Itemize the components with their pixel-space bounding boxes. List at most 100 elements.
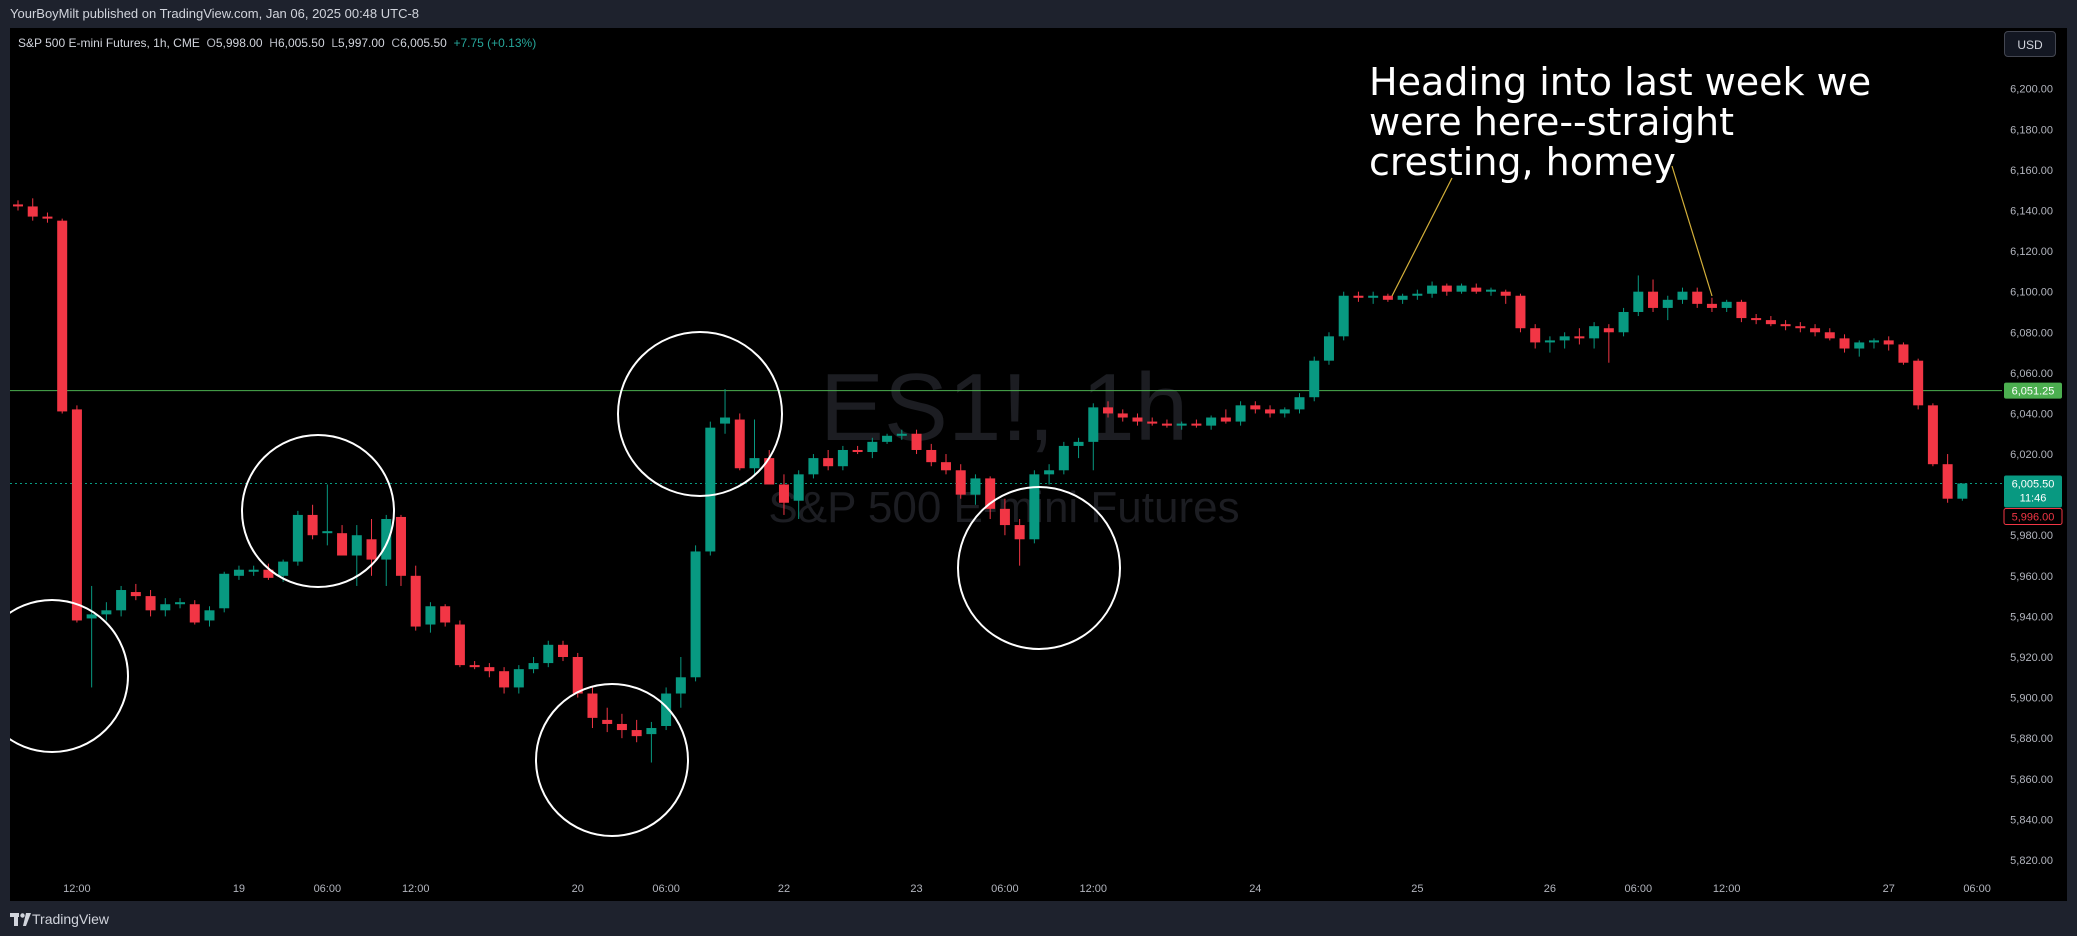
candle-body[interactable] [130, 592, 141, 597]
highlight-circle[interactable] [241, 434, 395, 588]
candle-body[interactable] [1486, 289, 1496, 292]
candle-body[interactable] [926, 449, 937, 463]
candle-body[interactable] [1559, 336, 1570, 341]
candle-body[interactable] [616, 723, 627, 731]
candle-body[interactable] [646, 728, 657, 735]
candle-body[interactable] [896, 433, 907, 436]
highlight-circles[interactable] [10, 331, 1121, 837]
candle-body[interactable] [1618, 311, 1629, 333]
candle-body[interactable] [233, 569, 244, 576]
candle-body[interactable] [499, 671, 510, 688]
candle-body[interactable] [1220, 417, 1231, 422]
candle-body[interactable] [189, 604, 200, 623]
candle-body[interactable] [1883, 340, 1894, 345]
symbol-legend[interactable]: S&P 500 E-mini Futures, 1h, CME O5,998.0… [18, 36, 536, 50]
candle-body[interactable] [145, 596, 156, 611]
candle-body[interactable] [867, 441, 878, 453]
chart-area[interactable]: ES1!, 1h S&P 500 E-mini Futures 5,820.00… [10, 28, 2067, 901]
highlight-circle[interactable] [617, 331, 783, 497]
candle-body[interactable] [985, 478, 996, 509]
candles[interactable] [13, 198, 1968, 763]
candle-body[interactable] [970, 478, 981, 495]
candle-body[interactable] [1662, 299, 1673, 308]
candle-body[interactable] [1265, 409, 1276, 414]
candle-body[interactable] [71, 409, 82, 621]
currency-button[interactable]: USD [2004, 31, 2056, 57]
candle-body[interactable] [13, 204, 23, 207]
candle-body[interactable] [292, 514, 303, 562]
candle-body[interactable] [219, 573, 230, 609]
candle-body[interactable] [558, 644, 569, 657]
candle-body[interactable] [27, 206, 38, 217]
candle-body[interactable] [204, 610, 215, 621]
candle-body[interactable] [1471, 287, 1482, 292]
candle-body[interactable] [1147, 421, 1158, 424]
candle-body[interactable] [1132, 417, 1143, 422]
candle-body[interactable] [1073, 441, 1084, 446]
candle-body[interactable] [1648, 291, 1659, 308]
candle-body[interactable] [1338, 295, 1349, 337]
candle-body[interactable] [911, 433, 922, 450]
candle-body[interactable] [1397, 295, 1408, 300]
candle-body[interactable] [1029, 474, 1040, 540]
candle-body[interactable] [720, 417, 731, 424]
candle-body[interactable] [1427, 285, 1438, 294]
candle-body[interactable] [1927, 405, 1938, 465]
candle-body[interactable] [1500, 291, 1511, 296]
candle-body[interactable] [1898, 344, 1909, 363]
highlight-circle[interactable] [10, 599, 129, 753]
candle-body[interactable] [1058, 445, 1069, 471]
candle-body[interactable] [675, 677, 686, 694]
candle-body[interactable] [690, 551, 701, 678]
candle-body[interactable] [1206, 417, 1217, 426]
candle-body[interactable] [1103, 407, 1114, 414]
candle-body[interactable] [1456, 285, 1467, 292]
candle-body[interactable] [837, 449, 848, 467]
candle-body[interactable] [1589, 326, 1600, 339]
candle-body[interactable] [1854, 342, 1865, 349]
candle-body[interactable] [1235, 405, 1246, 422]
price-axis[interactable]: 5,820.00 5,840.00 5,860.00 5,880.00 5,900.00… [2010, 43, 2053, 867]
candle-body[interactable] [705, 427, 716, 552]
candle-body[interactable] [1868, 340, 1879, 343]
highlight-circle[interactable] [535, 683, 689, 837]
candle-body[interactable] [366, 539, 377, 560]
annotation-text[interactable]: Heading into last week we were here--str… [1369, 60, 1871, 184]
candle-body[interactable] [42, 216, 53, 219]
candle-body[interactable] [602, 719, 613, 724]
candle-body[interactable] [543, 644, 554, 664]
candle-body[interactable] [852, 449, 863, 453]
candle-body[interactable] [1957, 483, 1968, 499]
candle-body[interactable] [322, 531, 333, 534]
candle-body[interactable] [955, 470, 966, 495]
candle-body[interactable] [1014, 525, 1025, 540]
candle-body[interactable] [1706, 303, 1717, 308]
candle-body[interactable] [1309, 360, 1320, 398]
candle-body[interactable] [1751, 318, 1762, 321]
candle-body[interactable] [1721, 301, 1732, 308]
annotation-pointer[interactable] [1671, 165, 1713, 297]
candle-body[interactable] [1176, 423, 1187, 426]
candle-body[interactable] [1441, 285, 1452, 292]
candle-body[interactable] [940, 462, 951, 471]
candle-body[interactable] [1279, 409, 1290, 414]
candle-body[interactable] [1161, 423, 1172, 426]
candle-body[interactable] [484, 667, 495, 672]
candle-body[interactable] [1323, 336, 1334, 361]
candle-body[interactable] [1633, 291, 1644, 312]
candle-body[interactable] [1913, 360, 1924, 406]
highlight-circle[interactable] [957, 486, 1121, 650]
candle-body[interactable] [1530, 328, 1541, 343]
candle-body[interactable] [1574, 336, 1585, 339]
candle-body[interactable] [587, 693, 598, 718]
candle-body[interactable] [1942, 464, 1953, 499]
chart-canvas[interactable]: ES1!, 1h S&P 500 E-mini Futures 5,820.00… [10, 28, 2067, 901]
candle-body[interactable] [1839, 338, 1850, 349]
candle-body[interactable] [337, 533, 348, 556]
candle-body[interactable] [425, 606, 436, 625]
candle-body[interactable] [764, 458, 775, 485]
candle-body[interactable] [823, 458, 834, 467]
candle-body[interactable] [160, 604, 171, 611]
candle-body[interactable] [749, 458, 760, 469]
candle-body[interactable] [1824, 332, 1835, 339]
